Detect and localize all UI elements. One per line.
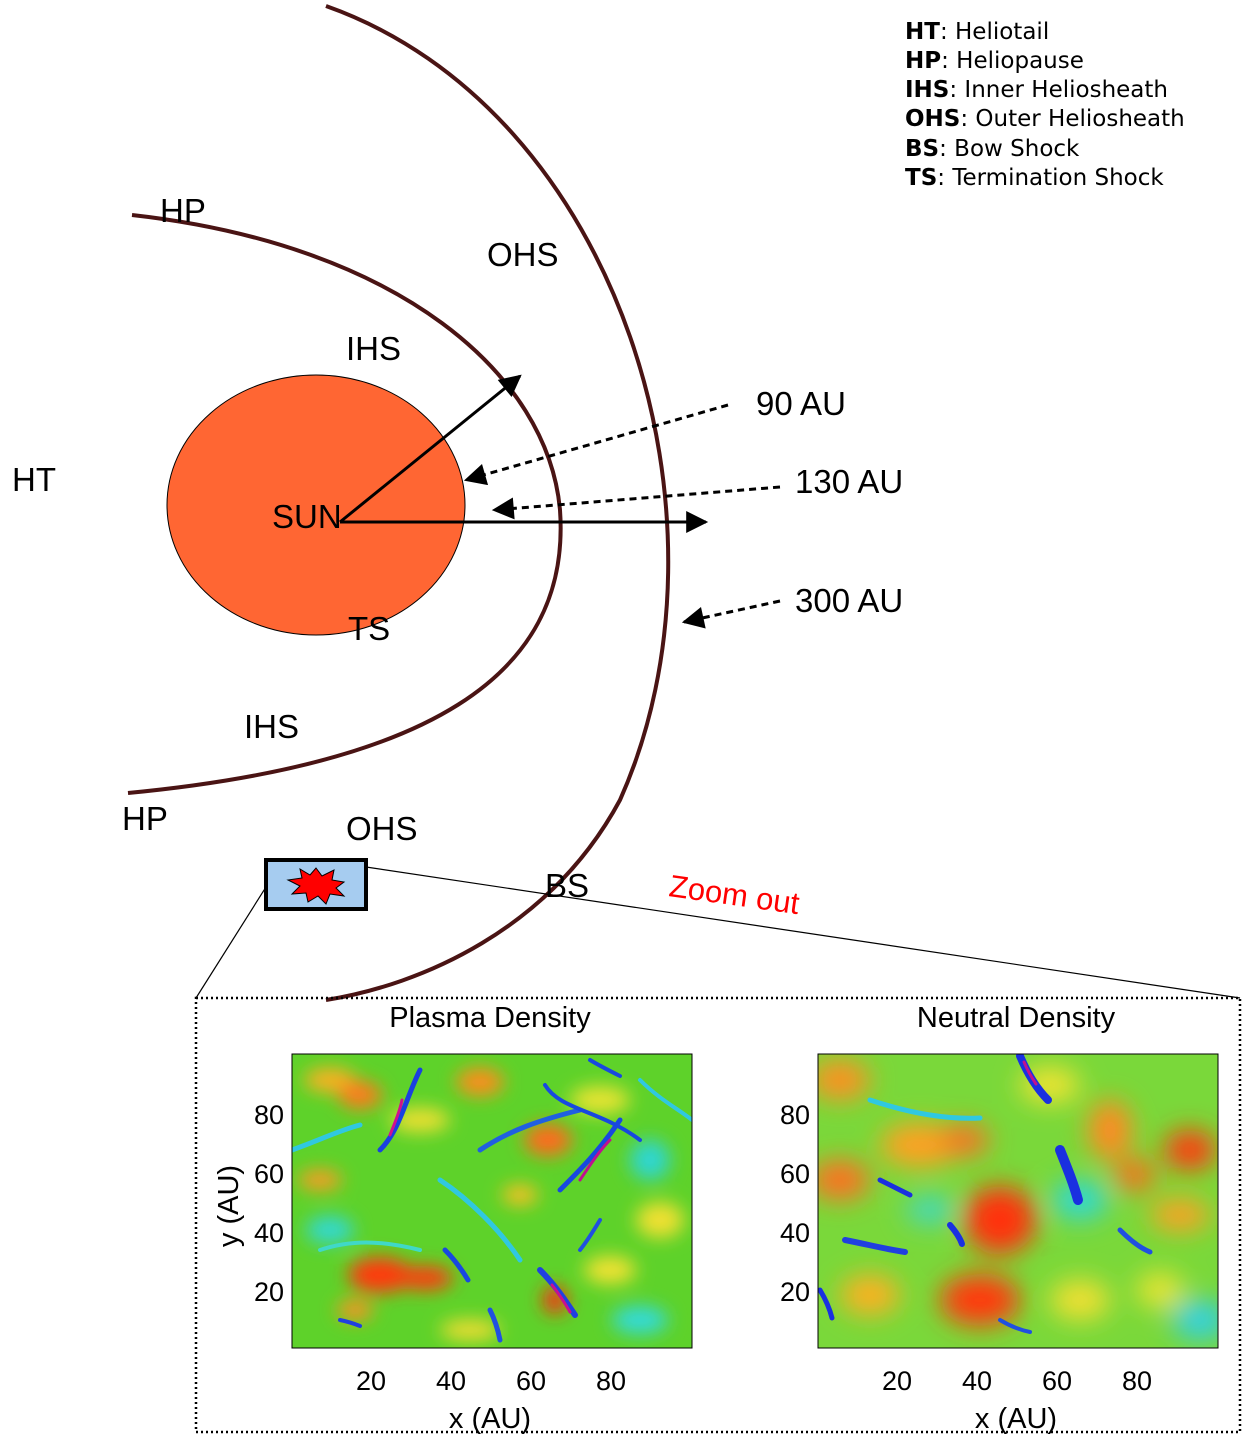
- legend-item: IHS: Inner Heliosheath: [905, 77, 1168, 103]
- label-bs: BS: [545, 867, 589, 904]
- plasma-xlabel: x (AU): [449, 1403, 531, 1435]
- label-sun: SUN: [272, 498, 342, 535]
- neutral-xtick: 80: [1122, 1366, 1152, 1396]
- plasma-xtick: 80: [596, 1366, 626, 1396]
- neutral-xtick: 20: [882, 1366, 912, 1396]
- pointer-arrow-130au: [491, 485, 781, 520]
- neutral-ytick: 40: [780, 1218, 810, 1248]
- zoom-out-label: Zoom out: [667, 868, 802, 921]
- plasma-ytick: 80: [254, 1100, 284, 1130]
- panel-title-plasma: Plasma Density: [389, 1002, 591, 1034]
- plasma-ylabel: y (AU): [213, 1165, 245, 1247]
- plasma-density-plot-frame: [291, 1053, 693, 1349]
- distance-130au: 130 AU: [795, 463, 903, 500]
- plasma-ytick: 40: [254, 1218, 284, 1248]
- panel-title-neutral: Neutral Density: [917, 1002, 1116, 1034]
- zoom-panel-frame: [194, 996, 1242, 1434]
- pointer-arrow-90au: [463, 403, 729, 486]
- label-ht: HT: [12, 461, 56, 498]
- pointer-arrow-300au: [681, 599, 781, 629]
- legend-item: BS: Bow Shock: [905, 136, 1080, 162]
- legend: HT: Heliotail HP: Heliopause IHS: Inner …: [905, 19, 1185, 191]
- neutral-ytick: 80: [780, 1100, 810, 1130]
- neutral-ytick: 60: [780, 1159, 810, 1189]
- neutral-xtick: 60: [1042, 1366, 1072, 1396]
- zoom-line-left: [195, 886, 267, 999]
- neutral-xlabel: x (AU): [975, 1403, 1057, 1435]
- neutral-xtick: 40: [962, 1366, 992, 1396]
- neutral-density-plot-frame: [817, 1053, 1219, 1349]
- label-ts: TS: [348, 610, 390, 647]
- plasma-xtick: 40: [436, 1366, 466, 1396]
- distance-90au: 90 AU: [756, 385, 846, 422]
- bow-shock-arc: [325, 4, 671, 1002]
- distance-300au: 300 AU: [795, 582, 903, 619]
- neutral-density-heatmap: [818, 1054, 1218, 1348]
- legend-item: HP: Heliopause: [905, 48, 1084, 74]
- label-ihs-top: IHS: [346, 330, 401, 367]
- neutral-ytick: 20: [780, 1277, 810, 1307]
- plasma-ytick: 20: [254, 1277, 284, 1307]
- zoom-line-right: [365, 866, 1241, 999]
- heliopause-arc: [127, 213, 563, 795]
- legend-item: OHS: Outer Heliosheath: [905, 106, 1185, 132]
- turbulence-burst-icon: [286, 867, 346, 905]
- label-ohs-bottom: OHS: [346, 810, 418, 847]
- radius-arrow-diagonal: [339, 374, 522, 524]
- termination-shock-region: [166, 374, 466, 636]
- plasma-density-heatmap: [292, 1054, 692, 1348]
- plasma-xtick: 20: [356, 1366, 386, 1396]
- label-hp-top: HP: [160, 192, 206, 229]
- legend-item: HT: Heliotail: [905, 19, 1049, 45]
- label-ohs-top: OHS: [487, 236, 559, 273]
- label-ihs-bottom: IHS: [244, 708, 299, 745]
- legend-item: TS: Termination Shock: [905, 165, 1164, 191]
- plasma-ytick: 60: [254, 1159, 284, 1189]
- plasma-xtick: 60: [516, 1366, 546, 1396]
- label-hp-bottom: HP: [122, 800, 168, 837]
